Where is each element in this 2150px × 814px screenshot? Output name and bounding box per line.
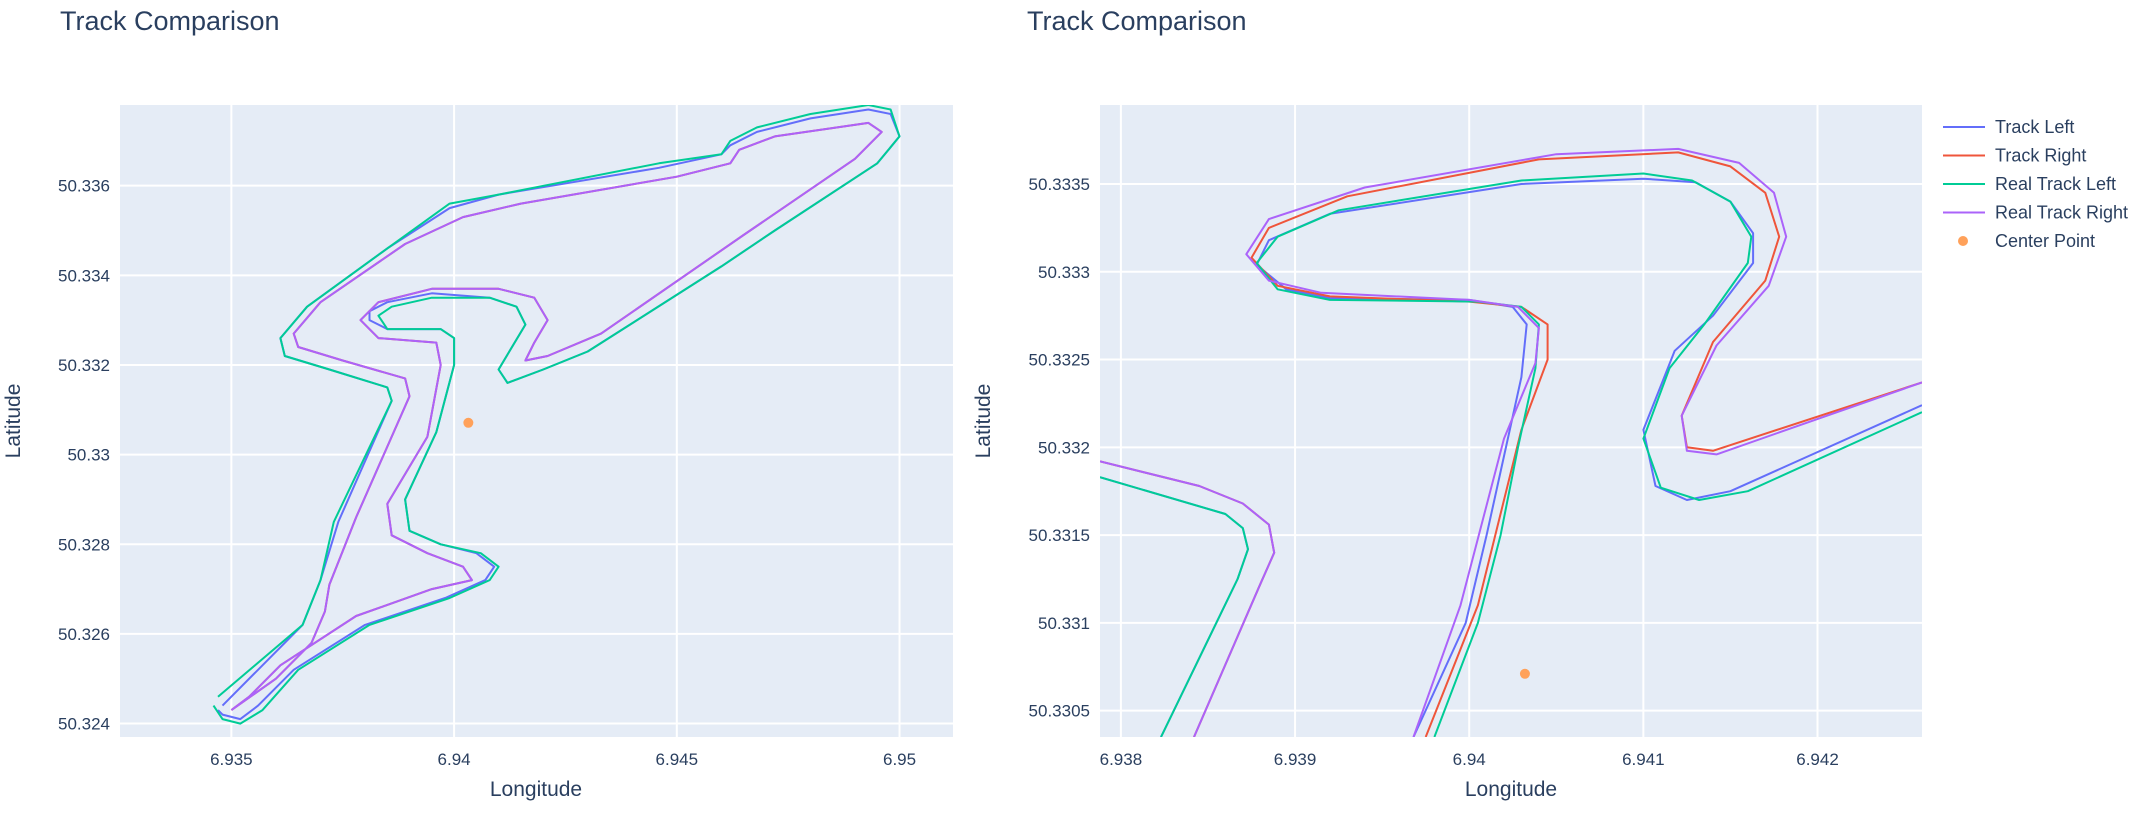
left-y-tick-label: 50.328: [58, 535, 110, 554]
right-track-right-line-segment: [1250, 151, 1922, 737]
left-y-tick-label: 50.332: [58, 356, 110, 375]
right-y-tick-label: 50.332: [1038, 438, 1090, 457]
right-x-tick-label: 6.94: [1453, 750, 1486, 769]
left-x-tick-label: 6.94: [438, 750, 471, 769]
right-center-point-marker: [1519, 668, 1530, 679]
right-series-layer: [1100, 147, 1922, 737]
legend-center-point-swatch: [1958, 236, 1968, 246]
left-y-tick-labels: 50.324 50.326 50.328 50.33 50.332 50.334 50.33…: [58, 177, 110, 734]
right-gridlines: [1100, 105, 1922, 737]
legend-track-left-label: Track Left: [1995, 117, 2074, 137]
legend-real-track-right-label: Real Track Right: [1995, 203, 2128, 223]
legend-center-point-label: Center Point: [1995, 231, 2095, 251]
left-y-tick-label: 50.336: [58, 177, 110, 196]
right-x-tick-label: 6.938: [1100, 750, 1143, 769]
left-x-tick-label: 6.935: [210, 750, 253, 769]
left-x-axis-title: Longitude: [490, 778, 582, 801]
right-y-tick-label: 50.3335: [1029, 175, 1090, 194]
left-y-tick-label: 50.326: [58, 625, 110, 644]
left-y-tick-label: 50.324: [58, 715, 110, 734]
right-chart-title: Track Comparison: [1027, 6, 1247, 36]
right-x-tick-label: 6.939: [1274, 750, 1317, 769]
left-real-track-left-line: [212, 105, 901, 725]
left-y-axis-title: Latitude: [2, 384, 25, 459]
right-track-left-line-segment: [1255, 177, 1922, 737]
left-x-tick-label: 6.95: [883, 750, 916, 769]
left-center-point-marker: [463, 417, 474, 428]
right-y-tick-label: 50.331: [1038, 614, 1090, 633]
left-chart-title: Track Comparison: [60, 6, 280, 36]
left-subplot: Track Comparison 6.935 6.94 6.945 6.95 50.3…: [2, 6, 953, 801]
right-x-tick-label: 6.941: [1622, 750, 1665, 769]
right-real-track-right-line-segment: [1245, 147, 1922, 737]
right-real-track-left-line: [1100, 476, 1249, 737]
left-x-tick-labels: 6.935 6.94 6.945 6.95: [210, 750, 916, 769]
left-y-tick-label: 50.334: [58, 266, 110, 285]
legend-real-track-left-label: Real Track Left: [1995, 174, 2116, 194]
right-real-track-right-line: [1100, 460, 1276, 737]
right-y-tick-label: 50.333: [1038, 263, 1090, 282]
left-real-track-right-line: [230, 121, 883, 711]
right-y-tick-label: 50.3325: [1029, 351, 1090, 370]
left-gridlines: [120, 105, 953, 737]
left-y-tick-label: 50.33: [67, 446, 110, 465]
right-x-axis-title: Longitude: [1465, 778, 1557, 801]
right-x-tick-label: 6.942: [1796, 750, 1839, 769]
left-plot-background: [120, 105, 953, 737]
right-x-tick-labels: 6.938 6.939 6.94 6.941 6.942: [1100, 750, 1839, 769]
right-subplot: Track Comparison 6.938 6.939 6.94 6.941 6.94…: [972, 6, 1922, 801]
right-y-tick-labels: 50.330550.33150.331550.33250.332550.3335…: [1029, 175, 1090, 721]
legend-track-right-label: Track Right: [1995, 146, 2086, 166]
legend: Track Left Track Right Real Track Left Real…: [1943, 117, 2128, 251]
left-series-layer: [212, 105, 901, 725]
right-y-tick-label: 50.3315: [1029, 526, 1090, 545]
left-x-tick-label: 6.945: [656, 750, 699, 769]
right-y-axis-title: Latitude: [972, 384, 995, 459]
right-y-tick-label: 50.3305: [1029, 702, 1090, 721]
